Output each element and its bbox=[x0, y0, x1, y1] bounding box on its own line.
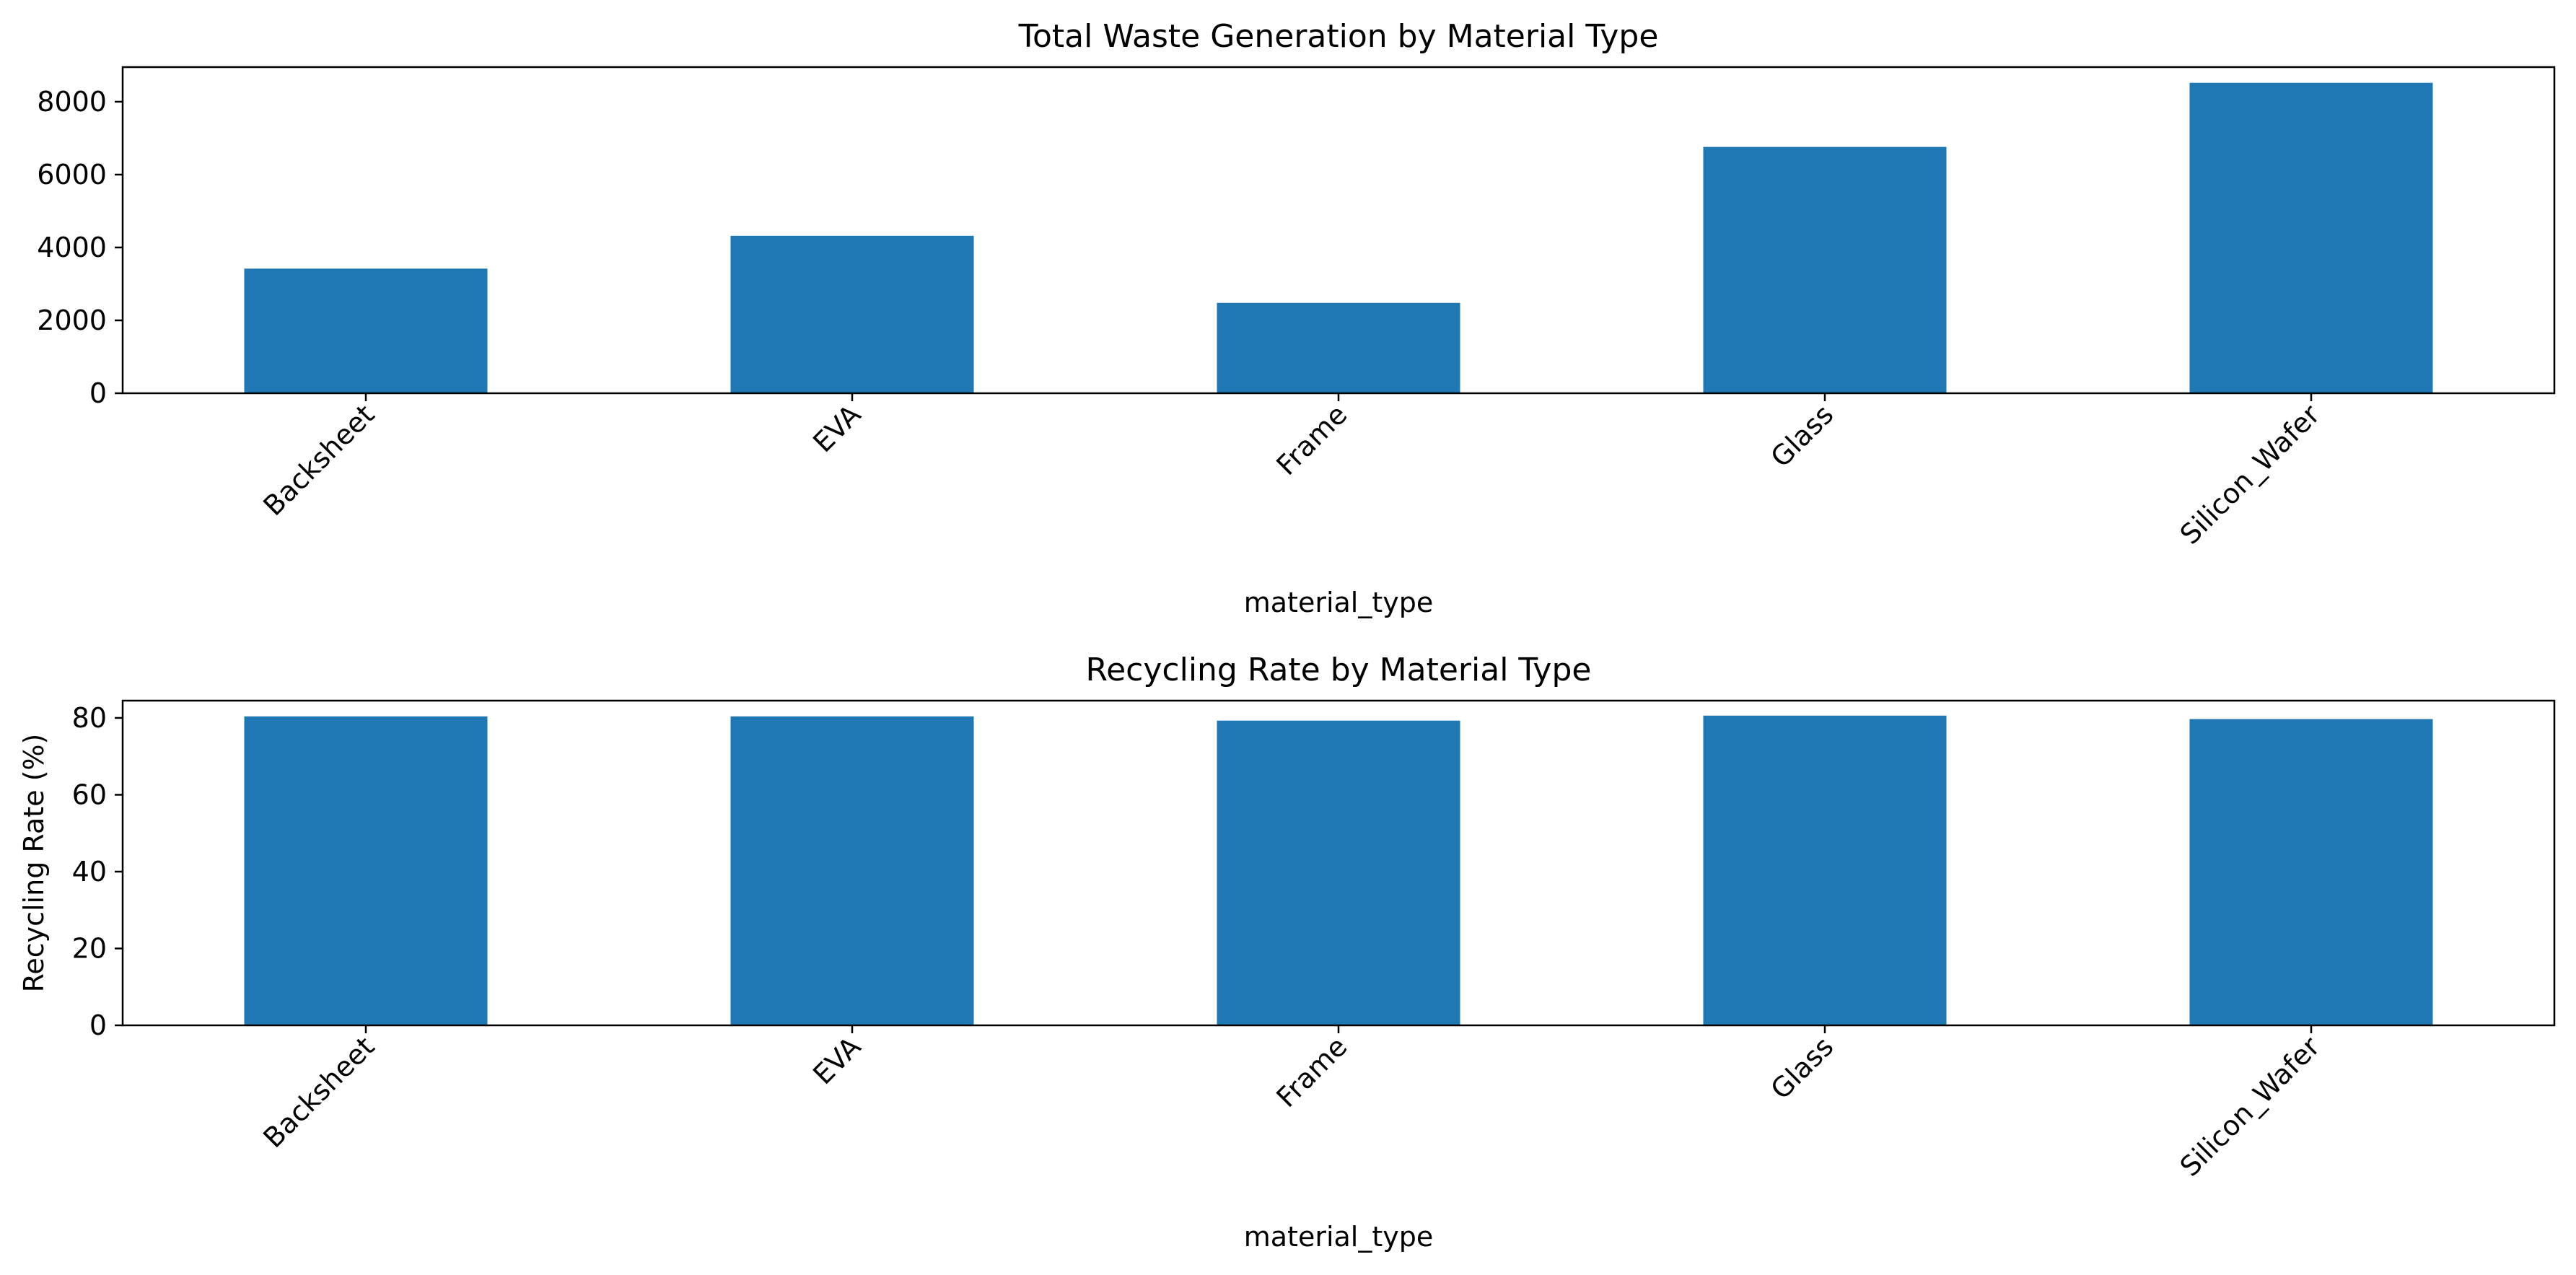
waste-bars bbox=[244, 82, 2433, 394]
waste-y-tick-label: 0 bbox=[89, 377, 107, 409]
recycling-y-tick-label: 40 bbox=[72, 856, 107, 888]
recycling-bar-glass bbox=[1703, 715, 1947, 1025]
waste-y-tick-label: 4000 bbox=[37, 232, 107, 263]
recycling-bar-backsheet bbox=[244, 716, 488, 1025]
recycling-x-axis-label: material_type bbox=[1244, 1221, 1434, 1253]
recycling-y-tick-label: 20 bbox=[72, 932, 107, 964]
waste-bar-backsheet bbox=[244, 268, 488, 393]
recycling-y-axis: 0 20 40 60 80 bbox=[72, 702, 123, 1041]
waste-x-axis-label: material_type bbox=[1244, 587, 1434, 618]
waste-y-axis: 0 2000 4000 6000 8000 bbox=[37, 86, 123, 409]
waste-bar-eva bbox=[730, 235, 974, 393]
recycling-chart-title: Recycling Rate by Material Type bbox=[1086, 652, 1592, 688]
waste-y-tick-label: 8000 bbox=[37, 86, 107, 118]
waste-bar-frame bbox=[1217, 302, 1460, 393]
recycling-bar-silicon-wafer bbox=[2189, 719, 2433, 1025]
recycling-y-tick-label: 60 bbox=[72, 779, 107, 810]
recycling-y-tick-label: 0 bbox=[89, 1009, 107, 1041]
waste-bar-silicon-wafer bbox=[2189, 82, 2433, 394]
waste-chart-title: Total Waste Generation by Material Type bbox=[1018, 18, 1659, 55]
recycling-bar-eva bbox=[730, 716, 974, 1025]
recycling-y-tick-label: 80 bbox=[72, 702, 107, 734]
waste-y-tick-label: 6000 bbox=[37, 159, 107, 190]
waste-bar-glass bbox=[1703, 146, 1947, 393]
recycling-y-axis-label: Recycling Rate (%) bbox=[18, 734, 50, 993]
recycling-bar-frame bbox=[1217, 720, 1460, 1025]
recycling-bars bbox=[244, 715, 2433, 1025]
waste-generation-plot: Total Waste Generation by Material Type … bbox=[37, 18, 2556, 618]
waste-y-tick-label: 2000 bbox=[37, 304, 107, 336]
